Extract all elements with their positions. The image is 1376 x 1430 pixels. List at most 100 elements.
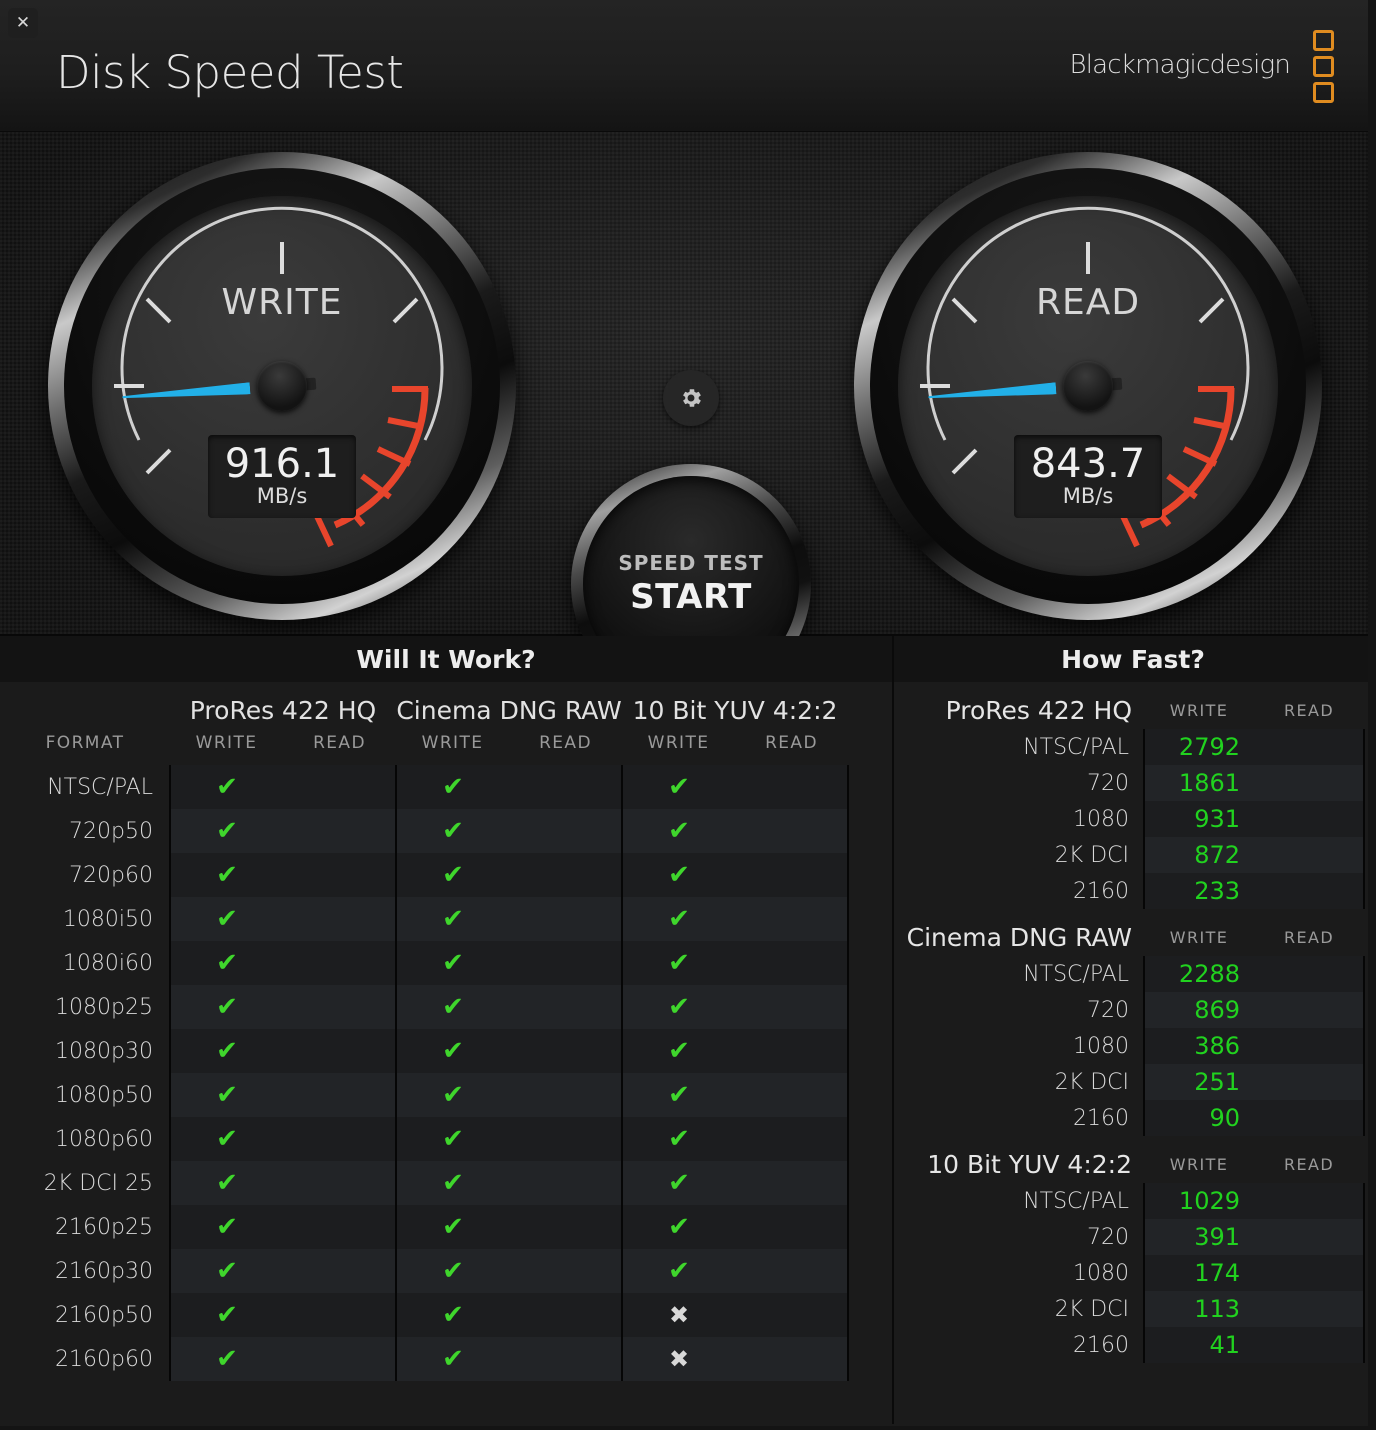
- support-cell: ✔: [169, 809, 283, 853]
- check-icon: ✔: [216, 1212, 238, 1242]
- support-cell: [283, 1293, 396, 1337]
- check-icon: ✔: [216, 1344, 238, 1374]
- read-speed-value: [1254, 1327, 1365, 1363]
- resolution-label: NTSC/PAL: [1023, 1188, 1129, 1214]
- support-cell: [283, 1161, 396, 1205]
- support-cell: ✖: [621, 1293, 735, 1337]
- spacer-cell: [848, 1029, 894, 1073]
- codec-header-prores: ProRes 422 HQ: [189, 696, 377, 725]
- check-icon: ✔: [668, 860, 690, 890]
- spacer-cell: [1364, 1291, 1368, 1327]
- support-cell: ✔: [395, 1249, 509, 1293]
- read-speed-value: [1254, 1255, 1365, 1291]
- write-speed-value: 233: [1143, 873, 1254, 909]
- support-cell: ✔: [169, 1293, 283, 1337]
- resolution-label: 2K DCI: [1054, 842, 1129, 868]
- table-row: 2160p50 ✔ ✔ ✖: [0, 1293, 894, 1337]
- support-cell: ✔: [621, 1205, 735, 1249]
- write-speed-value: 90: [1143, 1100, 1254, 1136]
- support-cell: ✔: [395, 853, 509, 897]
- support-cell: [509, 897, 622, 941]
- support-cell: [735, 1293, 850, 1337]
- check-icon: ✔: [442, 1300, 464, 1330]
- table-row: 2160p60 ✔ ✔ ✖: [0, 1337, 894, 1381]
- spacer-cell: [848, 1293, 894, 1337]
- check-icon: ✔: [668, 992, 690, 1022]
- check-icon: ✔: [216, 948, 238, 978]
- spacer-cell: [848, 1161, 894, 1205]
- section-header-row: ProRes 422 HQ WRITE READ: [894, 682, 1368, 729]
- read-speed-value: [1254, 765, 1365, 801]
- codec-header-dng: Cinema DNG RAW: [396, 696, 622, 725]
- support-cell: [735, 809, 850, 853]
- check-icon: ✔: [442, 1212, 464, 1242]
- format-label: 1080p25: [55, 994, 153, 1020]
- write-speed-value: 174: [1143, 1255, 1254, 1291]
- support-cell: [283, 765, 396, 809]
- resolution-label: 1080: [1073, 1260, 1129, 1286]
- blackmagic-squares-icon: [1313, 30, 1334, 103]
- format-label: 720p50: [69, 818, 153, 844]
- support-cell: ✔: [395, 809, 509, 853]
- support-cell: ✔: [395, 1161, 509, 1205]
- read-speed-value: [1254, 1064, 1365, 1100]
- support-cell: ✔: [169, 1117, 283, 1161]
- table-row: NTSC/PAL ✔ ✔ ✔: [0, 765, 894, 809]
- how-fast-table: ProRes 422 HQ WRITE READ NTSC/PAL 2792 720 186…: [894, 682, 1368, 1363]
- support-cell: [509, 1249, 622, 1293]
- check-icon: ✔: [442, 904, 464, 934]
- support-cell: ✔: [169, 1249, 283, 1293]
- section-title: Cinema DNG RAW: [906, 923, 1132, 952]
- will-it-work-panel: Will It Work? ProRes 422 HQ Cinema DNG R…: [0, 636, 894, 1424]
- format-label: 720p60: [69, 862, 153, 888]
- read-speed-value: [1254, 837, 1365, 873]
- support-cell: [509, 765, 622, 809]
- spacer-cell: [1364, 1255, 1368, 1291]
- brand-label: Blackmagicdesign: [1069, 50, 1291, 80]
- check-icon: ✔: [216, 992, 238, 1022]
- read-readout: 843.7 MB/s: [1014, 435, 1162, 518]
- will-it-work-table: ProRes 422 HQ Cinema DNG RAW 10 Bit YUV …: [0, 682, 894, 1381]
- spacer-cell: [1364, 992, 1368, 1028]
- write-unit: MB/s: [256, 484, 308, 508]
- support-cell: [735, 765, 850, 809]
- table-row: NTSC/PAL 2288: [894, 956, 1368, 992]
- support-cell: ✔: [169, 1029, 283, 1073]
- spacer-cell: [848, 1205, 894, 1249]
- resolution-label: 2160: [1073, 1105, 1129, 1131]
- table-row: 1080p60 ✔ ✔ ✔: [0, 1117, 894, 1161]
- table-row: NTSC/PAL 2792: [894, 729, 1368, 765]
- check-icon: ✔: [668, 1036, 690, 1066]
- spacer-cell: [848, 897, 894, 941]
- resolution-label: 1080: [1073, 806, 1129, 832]
- gear-icon[interactable]: [663, 370, 719, 426]
- support-cell: [509, 1337, 622, 1381]
- resolution-label: 2K DCI: [1054, 1296, 1129, 1322]
- support-cell: ✔: [621, 853, 735, 897]
- codec-header-yuv: 10 Bit YUV 4:2:2: [632, 696, 838, 725]
- how-fast-panel: How Fast? ProRes 422 HQ WRITE READ NTSC/PAL…: [894, 636, 1368, 1424]
- support-cell: ✔: [621, 985, 735, 1029]
- spacer-cell: [1364, 765, 1368, 801]
- support-cell: [735, 1205, 850, 1249]
- gauges-area: WRITE 916.1 MB/s: [0, 132, 1368, 704]
- gauge-face: READ 843.7 MB/s: [898, 196, 1278, 576]
- support-cell: ✔: [621, 1073, 735, 1117]
- write-speed-value: 2792: [1143, 729, 1254, 765]
- close-icon[interactable]: ✕: [8, 8, 38, 38]
- column-sub-header-write: WRITE: [1169, 928, 1229, 947]
- table-row: NTSC/PAL 1029: [894, 1183, 1368, 1219]
- column-sub-header-write: WRITE: [1169, 1155, 1229, 1174]
- support-cell: ✔: [621, 765, 735, 809]
- read-speed-value: [1254, 1100, 1365, 1136]
- support-cell: [283, 853, 396, 897]
- page-title: Disk Speed Test: [56, 46, 404, 99]
- resolution-label: 720: [1087, 770, 1129, 796]
- table-row: 2160 90: [894, 1100, 1368, 1136]
- check-icon: ✔: [442, 1124, 464, 1154]
- read-speed-value: [1254, 873, 1365, 909]
- check-icon: ✔: [668, 816, 690, 846]
- write-gauge-label: WRITE: [221, 282, 343, 323]
- table-row: 2160p30 ✔ ✔ ✔: [0, 1249, 894, 1293]
- support-cell: [509, 1205, 622, 1249]
